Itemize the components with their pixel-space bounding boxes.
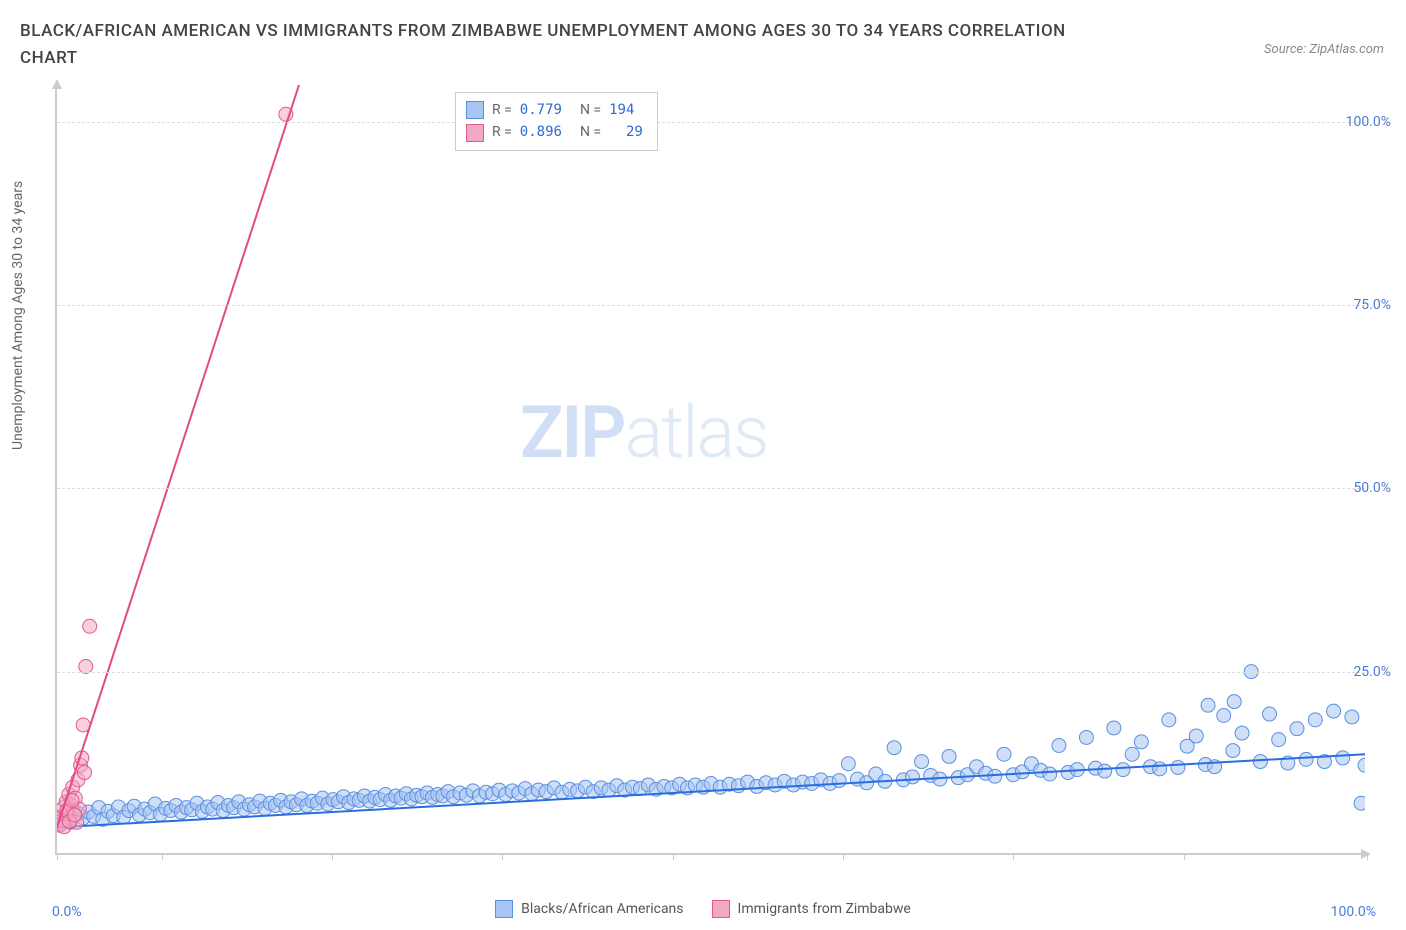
data-point xyxy=(1134,735,1148,749)
n-value: 29 xyxy=(609,121,643,143)
data-point xyxy=(1345,710,1359,724)
data-point xyxy=(1107,721,1121,735)
y-tick-label: 25.0% xyxy=(1353,664,1391,680)
trend-line xyxy=(57,754,1365,827)
series-legend-label: Blacks/African Americans xyxy=(521,901,683,917)
gridline xyxy=(57,305,1365,306)
r-value: 0.779 xyxy=(520,99,562,121)
n-label: N = xyxy=(580,99,601,121)
data-point xyxy=(1358,758,1365,772)
r-label: R = xyxy=(492,99,512,121)
data-point xyxy=(1226,744,1240,758)
x-tick xyxy=(843,853,844,860)
chart-container: BLACK/AFRICAN AMERICAN VS IMMIGRANTS FRO… xyxy=(0,0,1406,930)
x-tick xyxy=(1184,853,1185,860)
data-point xyxy=(1299,752,1313,766)
data-point xyxy=(1290,722,1304,736)
data-point xyxy=(1189,729,1203,743)
data-point xyxy=(1171,760,1185,774)
data-point xyxy=(1354,796,1365,810)
data-point xyxy=(77,766,91,780)
data-point xyxy=(83,619,97,633)
data-point xyxy=(905,770,919,784)
data-point xyxy=(1272,733,1286,747)
data-point xyxy=(832,774,846,788)
series-legend-label: Immigrants from Zimbabwe xyxy=(738,901,911,917)
legend-swatch xyxy=(466,124,484,142)
data-point xyxy=(1052,738,1066,752)
data-point xyxy=(1153,762,1167,776)
data-point xyxy=(1336,751,1350,765)
x-tick xyxy=(162,853,163,860)
x-tick xyxy=(1013,853,1014,860)
data-point xyxy=(1079,730,1093,744)
data-point xyxy=(1116,763,1130,777)
data-point xyxy=(887,741,901,755)
stats-legend: R = 0.779 N = 194 R = 0.896 N = 29 xyxy=(455,92,658,151)
data-point xyxy=(942,749,956,763)
y-tick-label: 100.0% xyxy=(1346,114,1391,130)
series-legend-item: Blacks/African Americans xyxy=(495,900,683,918)
data-point xyxy=(1227,695,1241,709)
x-tick xyxy=(57,853,58,860)
data-point xyxy=(1162,713,1176,727)
y-tick-label: 50.0% xyxy=(1353,480,1391,496)
stats-legend-row: R = 0.779 N = 194 xyxy=(466,99,643,121)
x-tick xyxy=(502,853,503,860)
series-legend-item: Immigrants from Zimbabwe xyxy=(712,900,911,918)
legend-swatch xyxy=(712,900,730,918)
legend-swatch xyxy=(466,101,484,119)
data-point xyxy=(1308,713,1322,727)
n-value: 194 xyxy=(609,99,634,121)
data-point xyxy=(997,747,1011,761)
trend-line xyxy=(57,85,299,827)
data-point xyxy=(841,757,855,771)
gridline xyxy=(57,122,1365,123)
r-value: 0.896 xyxy=(520,121,562,143)
chart-title: BLACK/AFRICAN AMERICAN VS IMMIGRANTS FRO… xyxy=(20,18,1120,72)
series-legend: Blacks/African Americans Immigrants from … xyxy=(0,900,1406,918)
y-axis-label: Unemployment Among Ages 30 to 34 years xyxy=(10,181,26,450)
data-point xyxy=(1043,767,1057,781)
data-point xyxy=(1201,698,1215,712)
r-label: R = xyxy=(492,121,512,143)
data-point xyxy=(1125,747,1139,761)
stats-legend-row: R = 0.896 N = 29 xyxy=(466,121,643,143)
plot-svg xyxy=(57,85,1365,853)
x-tick xyxy=(673,853,674,860)
data-point xyxy=(1217,709,1231,723)
data-point xyxy=(1098,764,1112,778)
source-credit: Source: ZipAtlas.com xyxy=(1264,42,1384,57)
gridline xyxy=(57,488,1365,489)
legend-swatch xyxy=(495,900,513,918)
data-point xyxy=(1263,707,1277,721)
y-tick-label: 75.0% xyxy=(1353,297,1391,313)
data-point xyxy=(68,808,82,822)
data-point xyxy=(1253,755,1267,769)
data-point xyxy=(1235,726,1249,740)
data-point xyxy=(915,755,929,769)
data-point xyxy=(1327,704,1341,718)
gridline xyxy=(57,672,1365,673)
plot-area xyxy=(55,85,1365,855)
x-tick xyxy=(1367,853,1368,860)
n-label: N = xyxy=(580,121,601,143)
x-tick xyxy=(332,853,333,860)
